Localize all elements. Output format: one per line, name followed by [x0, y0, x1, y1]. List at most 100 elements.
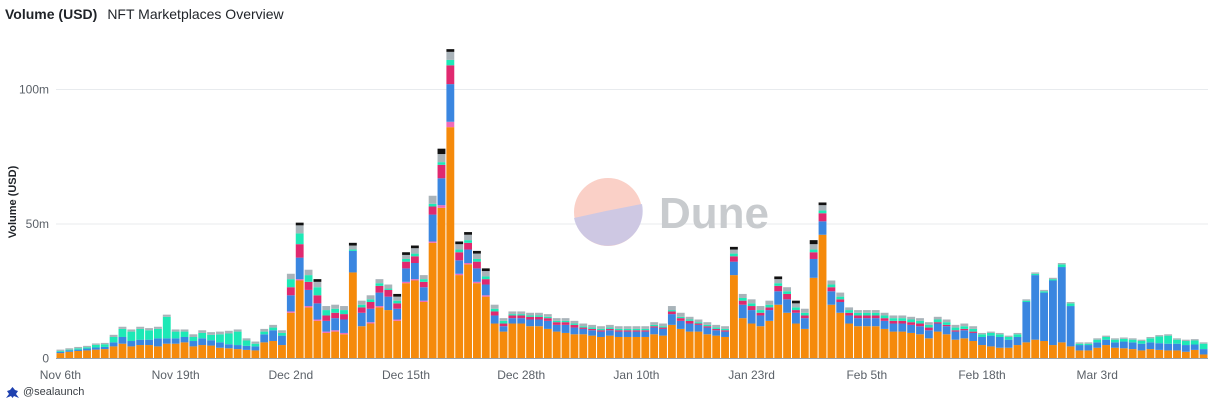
- bar-segment: [419, 279, 428, 282]
- bar-segment: [207, 345, 216, 359]
- bar-segment: [1199, 349, 1208, 355]
- bar-segment: [127, 346, 136, 359]
- bar-segment: [597, 326, 605, 329]
- bar-segment: [162, 314, 171, 317]
- bar-segment: [1111, 347, 1119, 359]
- bar-segment: [552, 331, 561, 359]
- bar-segment: [1004, 347, 1013, 359]
- bar-segment: [189, 334, 198, 337]
- bar-segment: [446, 49, 455, 52]
- bar-segment: [827, 284, 836, 288]
- bar-segment: [340, 334, 348, 359]
- x-tick-label: Dec 28th: [497, 368, 545, 382]
- bar-segment: [357, 312, 366, 327]
- bar-segment: [446, 59, 455, 66]
- bar-segment: [836, 296, 845, 300]
- bar-segment: [171, 331, 180, 339]
- bar-segment: [632, 336, 641, 359]
- bar-segment: [659, 335, 667, 359]
- bar-segment: [153, 338, 162, 347]
- bar-segment: [313, 320, 322, 359]
- bar-segment: [1128, 339, 1137, 343]
- bar-segment: [499, 331, 508, 359]
- bar-segment: [978, 336, 986, 346]
- bar-segment: [74, 349, 83, 351]
- chart-subtitle: NFT Marketplaces Overview: [107, 6, 284, 22]
- bar-segment: [304, 269, 313, 276]
- bar-segment: [978, 332, 986, 335]
- bar-segment: [1146, 342, 1155, 350]
- bar-segment: [774, 283, 783, 286]
- bar-segment: [322, 332, 331, 359]
- bar-segment: [1164, 335, 1173, 344]
- bar-segment: [1040, 341, 1048, 359]
- bar-segment: [286, 311, 295, 313]
- bar-segment: [597, 336, 605, 359]
- bar-segment: [295, 225, 304, 234]
- bar-segment: [995, 347, 1004, 359]
- bar-segment: [676, 312, 685, 317]
- bar-segment: [995, 336, 1004, 348]
- bar-segment: [56, 349, 65, 351]
- bar-segment: [579, 323, 588, 327]
- bar-segment: [100, 344, 109, 347]
- bar-segment: [570, 324, 579, 328]
- bar-segment: [100, 346, 109, 350]
- bar-segment: [1164, 343, 1173, 351]
- bar-segment: [747, 303, 756, 307]
- bar-segment: [1048, 279, 1057, 281]
- bar-segment: [614, 331, 623, 337]
- bar-segment: [1084, 342, 1093, 344]
- bar-segment: [260, 328, 269, 332]
- bar-segment: [667, 311, 676, 315]
- bar-segment: [951, 327, 960, 331]
- bar-segment: [1066, 306, 1075, 347]
- bar-segment: [180, 329, 189, 332]
- bar-segment: [703, 326, 712, 328]
- bar-segment: [410, 280, 419, 359]
- bar-segment: [446, 65, 455, 85]
- bar-segment: [472, 281, 481, 284]
- x-tick-label: Nov 19th: [152, 368, 200, 382]
- bar-segment: [357, 300, 366, 305]
- bar-segment: [375, 307, 384, 359]
- bar-segment: [393, 308, 402, 320]
- bar-segment: [588, 328, 597, 331]
- bar-segment: [1057, 264, 1066, 268]
- bar-segment: [145, 330, 153, 340]
- bar-segment: [224, 344, 233, 349]
- bar-segment: [109, 336, 118, 343]
- bar-segment: [286, 279, 295, 288]
- bar-segment: [100, 342, 109, 345]
- bar-segment: [880, 312, 889, 316]
- bar-segment: [1146, 338, 1155, 343]
- bar-segment: [792, 300, 800, 304]
- bar-segment: [1137, 341, 1146, 344]
- bar-segment: [641, 328, 650, 331]
- y-axis-label: Volume (USD): [7, 165, 19, 238]
- bar-segment: [800, 312, 809, 316]
- bar-segment: [153, 328, 162, 339]
- bar-segment: [845, 315, 854, 324]
- bar-segment: [871, 312, 880, 316]
- bar-segment: [667, 324, 676, 359]
- bar-segment: [348, 245, 357, 250]
- bar-segment: [951, 331, 960, 340]
- bar-segment: [641, 330, 650, 332]
- dune-watermark: Dune: [574, 178, 769, 246]
- bar-segment: [331, 330, 340, 332]
- bar-segment: [729, 256, 738, 262]
- bar-segment: [685, 319, 694, 321]
- x-tick-label: Feb 18th: [958, 368, 1005, 382]
- bar-segment: [552, 322, 561, 325]
- bar-segment: [428, 241, 437, 243]
- bar-segment: [995, 332, 1004, 335]
- footer[interactable]: @sealaunch: [6, 386, 84, 398]
- bar-segment: [313, 303, 322, 320]
- bar-segment: [1199, 343, 1208, 350]
- bar-segment: [792, 303, 800, 308]
- bar-segment: [1111, 342, 1119, 348]
- bar-segment: [694, 322, 703, 324]
- bar-segment: [756, 326, 765, 359]
